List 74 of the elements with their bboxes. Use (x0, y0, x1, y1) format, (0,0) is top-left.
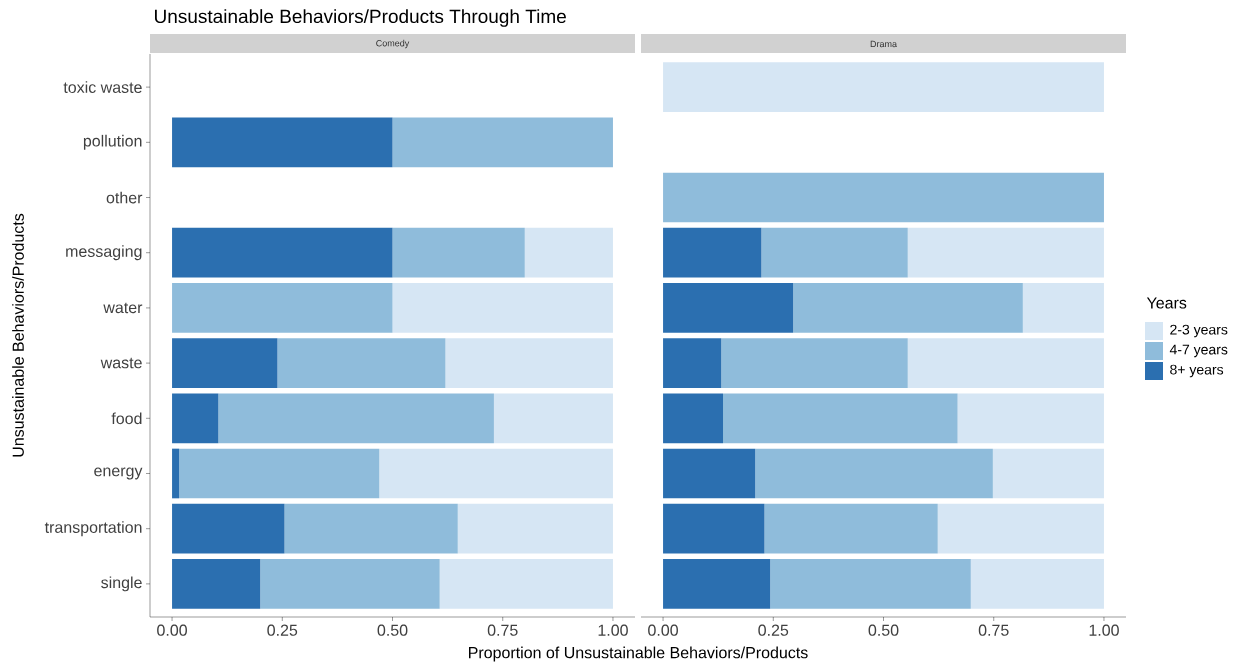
chart-title: Unsustainable Behaviors/Products Through Time (155, 9, 566, 27)
bar (172, 338, 278, 388)
bar (218, 393, 494, 444)
x-axis-title: Proportion of Unsustainable Behaviors/Products (469, 646, 808, 662)
chart-subtitle: Comedy (376, 39, 410, 49)
y-tick-label: toxic waste (63, 81, 142, 93)
x-tick-label: 0.50 (377, 624, 408, 636)
bar (284, 503, 458, 554)
bar (764, 503, 938, 554)
bar (663, 559, 771, 609)
bar (445, 338, 613, 388)
bar (172, 448, 180, 499)
legend-label: 4-7 years (1169, 344, 1228, 358)
bar (179, 448, 380, 499)
y-tick-label: water (103, 302, 143, 314)
bar (937, 503, 1104, 554)
bar (524, 227, 613, 278)
x-tick-label: 1.00 (598, 624, 628, 636)
y-tick-label: energy (94, 467, 143, 480)
bar (907, 227, 1104, 278)
bar (663, 503, 765, 554)
bar (770, 559, 971, 609)
bar (379, 448, 613, 499)
y-tick-label: waste (100, 357, 142, 369)
bar (663, 448, 756, 499)
bar (957, 393, 1104, 444)
bar (761, 227, 908, 278)
bar (392, 117, 613, 168)
bar (172, 503, 285, 554)
x-tick-label: 0.25 (758, 624, 789, 636)
y-tick-label: messaging (66, 245, 142, 261)
bar (493, 393, 613, 444)
legend-label: 2-3 years (1170, 324, 1228, 338)
bar (992, 448, 1104, 499)
bar (663, 227, 762, 278)
bar (755, 448, 993, 499)
legend-title: Years (1146, 297, 1187, 309)
bar (723, 393, 958, 444)
x-tick-label: 0.75 (978, 624, 1009, 636)
y-tick-label: pollution (83, 134, 142, 150)
x-tick-label: 0.25 (267, 624, 298, 636)
bar (457, 503, 613, 554)
x-tick-label: 0.00 (157, 624, 187, 636)
bar (392, 227, 525, 278)
chart-subtitle: Drama (870, 40, 898, 48)
bar (721, 338, 908, 388)
bar (277, 338, 446, 388)
bar (172, 283, 393, 333)
y-tick-label: single (101, 576, 142, 592)
bar (663, 172, 1104, 223)
bar (439, 559, 613, 609)
bar (663, 393, 724, 444)
bar (1022, 283, 1104, 333)
bar (663, 338, 722, 388)
x-tick-label: 1.00 (1089, 624, 1119, 636)
x-tick-label: 0.00 (648, 624, 678, 636)
bar (172, 393, 219, 444)
y-axis-title: Unsustainable Behaviors/Products (12, 213, 24, 457)
bar (172, 227, 393, 278)
x-tick-label: 0.75 (487, 624, 518, 636)
y-tick-label: food (111, 412, 142, 425)
y-tick-label: transportation (44, 521, 142, 537)
bar (907, 338, 1104, 388)
legend-label: 8+ years (1170, 364, 1224, 378)
bar (260, 559, 440, 609)
y-tick-label: other (106, 191, 143, 204)
bar (172, 117, 393, 168)
x-tick-label: 0.50 (868, 624, 899, 636)
bar (793, 283, 1023, 333)
bar (172, 559, 261, 609)
bar (392, 283, 613, 333)
bar (663, 62, 1104, 112)
bar (970, 559, 1104, 609)
bar (663, 283, 794, 333)
